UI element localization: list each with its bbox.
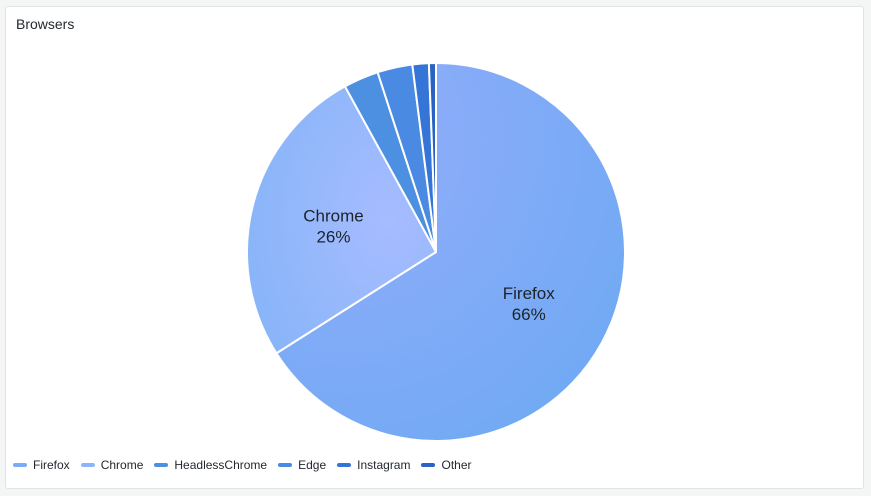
pie-slice-other[interactable] <box>427 62 437 253</box>
legend-item-other[interactable]: Other <box>421 458 472 472</box>
legend-label: Chrome <box>100 458 144 472</box>
slice-label-chrome: Chrome <box>303 207 363 226</box>
panel-title: Browsers <box>16 16 75 32</box>
legend-item-firefox[interactable]: Firefox <box>13 458 70 472</box>
legend-swatch <box>278 463 293 467</box>
legend-label: Firefox <box>33 458 70 472</box>
legend-swatch <box>337 463 352 467</box>
legend-label: Other <box>441 458 472 472</box>
slice-label-firefox: Firefox <box>503 284 555 303</box>
legend-swatch <box>80 463 95 467</box>
legend-label: Instagram <box>357 458 411 472</box>
legend-swatch <box>13 463 27 467</box>
legend-label: Edge <box>298 458 327 472</box>
legend-label: HeadlessChrome <box>174 458 268 472</box>
slice-percent-chrome: 26% <box>316 228 350 247</box>
legend-item-headlesschrome[interactable]: HeadlessChrome <box>154 458 267 472</box>
legend-swatch <box>154 463 169 467</box>
pie-slice-firefox[interactable] <box>275 62 626 442</box>
legend-item-edge[interactable]: Edge <box>278 458 326 472</box>
pie-slices <box>246 62 626 442</box>
legend: Firefox Chrome HeadlessChrome Edge Instagram… <box>13 458 472 472</box>
legend-swatch <box>421 463 436 467</box>
pie-labels: Firefox 66% Chrome 26% <box>303 207 555 324</box>
legend-item-instagram[interactable]: Instagram <box>337 458 410 472</box>
slice-percent-firefox: 66% <box>512 305 546 324</box>
pie-slice-chrome[interactable] <box>246 85 437 355</box>
legend-item-chrome[interactable]: Chrome <box>80 458 144 472</box>
